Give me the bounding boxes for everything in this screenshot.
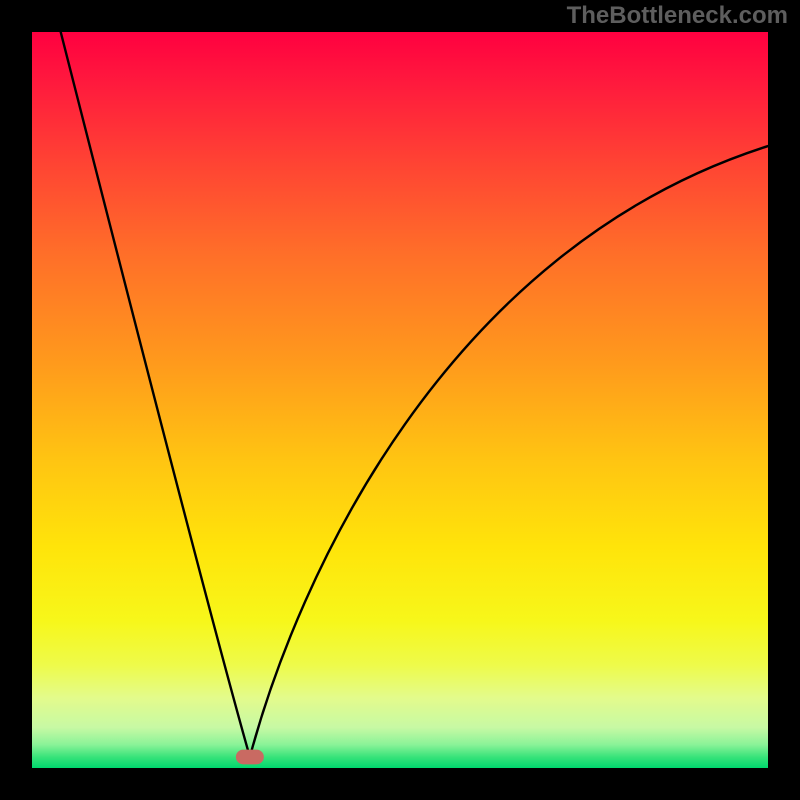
chart-stage: TheBottleneck.com bbox=[0, 0, 800, 800]
min-marker bbox=[236, 750, 264, 765]
watermark-text: TheBottleneck.com bbox=[567, 2, 788, 30]
bottleneck-chart bbox=[0, 0, 800, 800]
gradient-background bbox=[32, 32, 768, 768]
